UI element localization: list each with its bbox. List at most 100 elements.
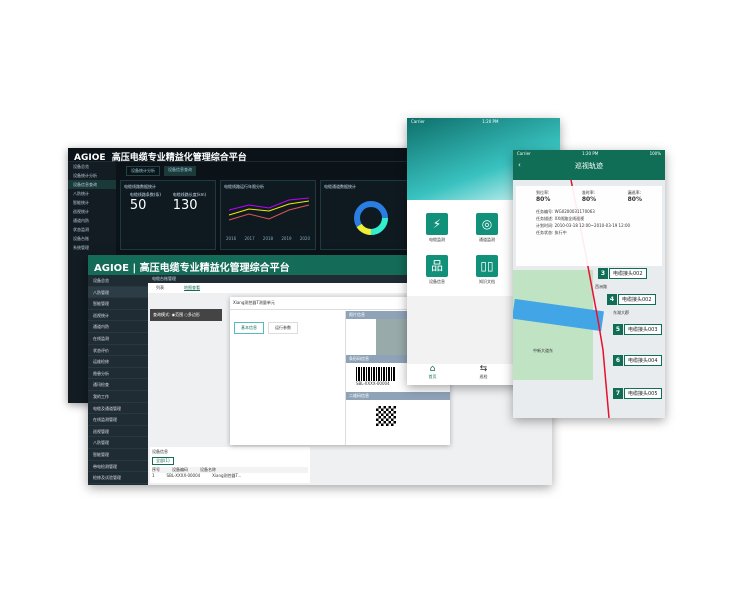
basic-info-tab[interactable]: 基本信息 [234,322,264,334]
admin-sidebar: 设备总览 八防管理 智能管理 巡视统计 通道内防 在线监测 状态评价 运维检修 … [88,275,148,485]
carrier: Carrier [411,119,425,124]
sidebar-item[interactable]: 在线监测 [88,333,148,345]
route-marker[interactable]: 4 电缆接头002 [607,294,656,305]
tab[interactable]: 设备信息查询 [164,166,196,176]
lightning-icon[interactable]: ⚡ [426,213,448,235]
sidebar-item[interactable]: 隐患分析 [88,368,148,380]
sidebar-item[interactable]: 通讯检查 [88,379,148,391]
home-icon: ⌂ [429,364,436,374]
mode-radio[interactable]: 范围 [175,312,184,317]
channel-stats-card: 电缆通道数据统计 [320,180,420,250]
nav-patrol[interactable]: ⇆ 巡检 [479,364,488,379]
tile-label: 通道监测 [479,237,495,242]
x-tick: 2019 [281,236,292,241]
card-title: 电缆线路数据统计 [124,184,156,189]
sidebar-item[interactable]: 状态监测 [73,227,89,232]
tile-label: 知识文档 [479,279,495,284]
section-title: 照片信息 [346,311,450,319]
back-icon[interactable]: ‹ [518,161,521,169]
table-row[interactable]: 1 SBL-XXXX-00004 Xiang测控器T... [152,473,242,478]
tile-label: 设备信息 [429,279,445,284]
sidebar-item[interactable]: 巡视统计 [73,209,89,214]
dashboard-header: AGIOE 高压电缆专业精益化管理综合平台 [68,148,420,163]
sidebar-item[interactable]: 设备统计分析 [73,173,97,178]
battery: 100% [649,151,661,156]
sidebar-item[interactable]: 设备总览 [88,275,148,287]
sidebar-item[interactable]: 我的工作 [88,391,148,403]
stat-value: 80% [581,196,597,203]
sidebar-item[interactable]: 检修及试验管理 [88,472,148,484]
route-marker[interactable]: 3 电缆接头002 [598,268,647,279]
stat-label: 电缆线路长度(km) [172,192,207,197]
logo: AGIOE [94,263,129,274]
section-title: 条形码信息 [346,355,450,363]
section-title: 二维码信息 [346,392,450,400]
qr-code [376,406,396,426]
age-chart-card: 电缆线路运行年限分析 2016 2017 2018 2019 2020 [220,180,316,250]
sidebar-item[interactable]: 通道内防 [73,218,89,223]
sidebar-item[interactable]: 在线监测管理 [88,414,148,426]
sidebar-item[interactable]: 巡视管理 [88,426,148,438]
sidebar-item[interactable]: 系统管理 [73,245,89,250]
carrier: Carrier [517,151,531,156]
time: 1:20 PM [482,119,499,124]
subtab-map[interactable]: 地图查看 [184,285,200,291]
panel-title: 设备信息 [152,449,168,454]
sidebar-item[interactable]: 巡视统计 [88,310,148,322]
sidebar-item[interactable]: 设备信息查询 [68,180,116,189]
nav-home[interactable]: ⌂ 首页 [428,364,437,379]
stat-value: 50 [129,198,147,213]
card-title: 电缆线路运行年限分析 [224,184,264,189]
line-chart [228,197,310,221]
x-tick: 2020 [299,236,310,241]
sidebar-item[interactable]: 运维检修 [88,356,148,368]
mobile-patrol-track: Carrier 1:20 PM 100% ‹ 巡视轨迹 西洲路 东湖大郡 中新大道东 … [513,150,665,418]
sidebar-item[interactable]: 八防管理 [88,286,148,299]
time: 1:20 PM [582,151,599,156]
dialog-title: Xiang测控器T测量单元 [230,297,450,310]
run-params-tab[interactable]: 运行参数 [268,322,298,334]
gauge-icon[interactable]: ◎ [476,213,498,235]
map-label: 东湖大郡 [613,310,629,315]
page-title: 巡视轨迹 [575,162,603,170]
stat-value: 80% [627,196,642,203]
logo: AGIOE [74,153,106,163]
sidebar-item[interactable]: 带电检测管理 [88,461,148,473]
mode-radio[interactable]: 多边形 [187,312,200,317]
tab[interactable]: 设备统计分析 [126,166,160,176]
route-marker[interactable]: 7 电缆接头005 [613,388,662,399]
card-title: 电缆通道数据统计 [324,184,356,189]
app-title: 高压电缆专业精益化管理综合平台 [139,263,290,274]
query-mode-panel: 查询模式: ◉范围 ○多边形 [150,309,222,321]
sidebar-item[interactable]: 设备总览 [73,164,89,169]
book-icon[interactable]: ▯▯ [476,255,498,277]
page-tab[interactable]: 电缆台账管理 [152,276,176,281]
sidebar-item[interactable]: 智能统计 [73,200,89,205]
barcode-text: SBL-XXXX-00004 [356,381,390,386]
stat-value: 130 [172,198,198,213]
network-icon[interactable]: 品 [426,255,448,277]
swap-icon: ⇆ [479,364,488,374]
x-tick: 2018 [262,236,274,241]
route-marker[interactable]: 6 电缆接头004 [613,355,662,366]
stat-value: 80% [536,196,551,203]
sidebar-item[interactable]: 通道内防 [88,321,148,333]
sidebar-item[interactable]: 智能管理 [88,449,148,461]
route-marker[interactable]: 5 电缆接头003 [613,324,662,335]
device-list-panel: 设备信息 全部(1) 序号 设备编码 设备名称 1 SBL-XXXX-00004 Xia… [150,447,310,483]
sidebar-item[interactable]: 设备台账 [73,236,89,241]
x-tick: 2016 [226,236,237,241]
sidebar-item[interactable]: 状态评价 [88,345,148,357]
donut-chart [354,201,388,235]
sidebar-item[interactable]: 电缆及通道管理 [88,403,148,415]
tile-label: 电缆监测 [429,237,445,242]
x-tick: 2017 [244,236,255,241]
line-stats-card: 电缆线路数据统计 电缆线路条数(条) 50 电缆线路长度(km) 130 [120,180,216,250]
list-tab[interactable]: 全部(1) [152,457,174,465]
map-label: 中新大道东 [533,348,553,353]
sidebar-item[interactable]: 八防统计 [73,191,89,196]
sidebar-item[interactable]: 智能管理 [88,298,148,310]
sidebar-item[interactable]: 八防管理 [88,437,148,449]
app-title: 高压电缆专业精益化管理综合平台 [111,153,247,163]
subtab-list[interactable]: 列表 [156,285,164,290]
